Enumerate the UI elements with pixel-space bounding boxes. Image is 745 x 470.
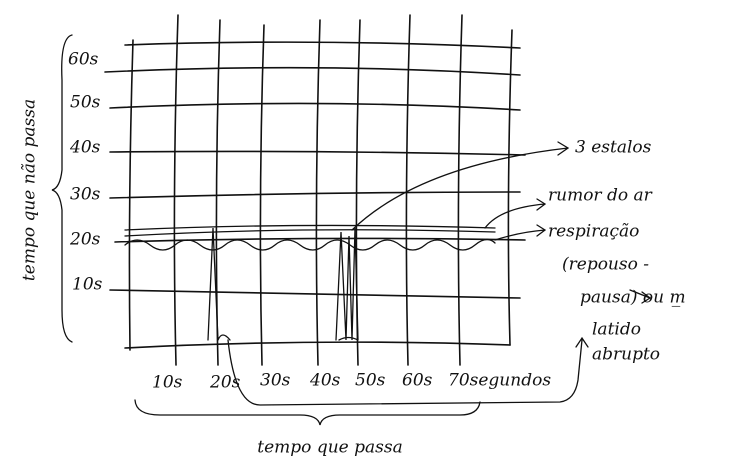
annotation: latido: [592, 320, 641, 340]
x-label: 20s: [209, 373, 241, 393]
y-label: 40s: [69, 138, 101, 158]
x-label: 40s: [309, 371, 341, 391]
y-axis-title: tempo que não passa: [20, 99, 40, 281]
arrow: [485, 199, 545, 228]
x-label: 50s: [355, 371, 386, 391]
y-label: 50s: [70, 93, 101, 113]
y-label: 30s: [70, 185, 101, 205]
y-label: 10s: [72, 275, 103, 295]
y-label: 20s: [69, 230, 101, 250]
x-label: 10s: [152, 373, 183, 393]
annotation: rumor do ar: [548, 186, 653, 206]
annotation: pausa) ou m̲: [580, 288, 686, 308]
annotation: 3 estalos: [575, 138, 652, 158]
latido-spike: [208, 228, 230, 340]
arrow: [352, 142, 568, 230]
rumor-band: [125, 225, 495, 236]
x-label: 30s: [260, 371, 291, 391]
y-brace: [52, 35, 72, 342]
page: {"diagram": { "y_axis_title": "tempo que…: [0, 0, 745, 470]
x-label: 70segundos: [448, 371, 551, 391]
estalos-spikes: [336, 228, 358, 340]
annotation: abrupto: [592, 345, 660, 365]
respiration-wave: [125, 239, 495, 250]
x-label: 60s: [402, 371, 433, 391]
y-label: 60s: [68, 50, 99, 70]
annotation: respiração: [548, 222, 639, 242]
arrow: [495, 225, 545, 240]
grid: [105, 15, 525, 365]
sketch: tempo que não passa tempo que passa 60s …: [0, 0, 745, 470]
annotation: (repouso -: [562, 255, 649, 275]
x-axis-title: tempo que passa: [257, 438, 402, 458]
